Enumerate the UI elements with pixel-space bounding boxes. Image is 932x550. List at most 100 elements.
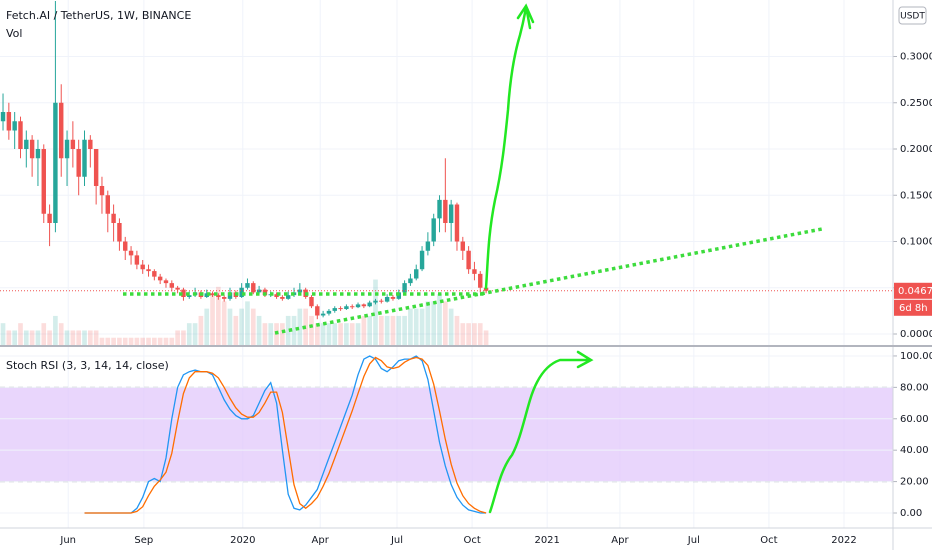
candle-body <box>448 204 454 224</box>
volume-bar <box>419 308 425 345</box>
volume-bar <box>157 337 163 345</box>
candle-body <box>408 278 413 284</box>
volume-bar <box>146 337 151 345</box>
volume-bar <box>82 330 87 345</box>
volume-bar <box>367 315 373 345</box>
volume-bar <box>309 315 314 345</box>
candle-body <box>18 121 23 150</box>
volume-bar <box>41 323 47 345</box>
candle-body <box>216 295 221 297</box>
candle-body <box>99 186 105 196</box>
candle-body <box>59 102 64 159</box>
volume-bar <box>93 330 99 345</box>
volume-bar <box>29 330 35 345</box>
candle-body <box>76 149 81 177</box>
trend-line <box>274 227 823 335</box>
x-tick-label: Jul <box>390 535 403 546</box>
volume-bar <box>175 330 180 345</box>
candle-body <box>53 102 58 224</box>
volume-bar <box>210 294 215 345</box>
x-tick-label: Jul <box>687 535 700 546</box>
currency-box[interactable] <box>898 6 927 25</box>
candle-body <box>338 308 343 310</box>
candle-body <box>105 195 110 214</box>
countdown: 6d 8h <box>899 303 928 314</box>
candle-body <box>24 139 29 150</box>
volume-bar <box>140 337 146 345</box>
volume-bar <box>250 308 256 345</box>
candle-body <box>82 139 87 177</box>
currency: USDT <box>900 12 925 22</box>
volume-bar <box>280 323 285 345</box>
volume-bar <box>285 315 291 345</box>
volume-bar <box>233 315 239 345</box>
x-tick-label: Sep <box>134 535 153 546</box>
volume-bar <box>349 323 355 345</box>
candle-body <box>437 199 442 219</box>
volume-bar <box>198 315 204 345</box>
volume-bar <box>448 308 454 345</box>
volume-bar <box>152 337 157 345</box>
volume-bar <box>35 330 41 345</box>
candle-body <box>239 287 244 297</box>
volume-bar <box>483 330 489 345</box>
volume-bar <box>18 323 23 345</box>
candle-body <box>326 310 332 314</box>
candle-body <box>6 112 12 131</box>
candle-body <box>181 289 186 297</box>
volume-bar <box>297 308 303 345</box>
candle-body <box>169 283 175 288</box>
volume-bar <box>431 301 437 345</box>
candle-body <box>315 306 320 316</box>
volume-bar <box>245 301 250 345</box>
volume-bar <box>332 323 338 345</box>
volume-bar <box>344 323 349 345</box>
candle-body <box>111 213 116 224</box>
volume-bar <box>378 315 384 345</box>
volume-bar <box>105 337 111 345</box>
candle-body <box>483 287 489 291</box>
candle-body <box>285 295 291 299</box>
volume-bar <box>0 323 6 345</box>
countdown-box <box>894 299 932 316</box>
x-tick-label: 2020 <box>230 535 255 546</box>
candle-body <box>251 283 256 293</box>
volume-bar <box>443 301 448 345</box>
volume-bar <box>437 294 442 345</box>
candle-body <box>425 241 431 251</box>
volume-bar <box>169 337 175 345</box>
candle-body <box>41 149 46 214</box>
candle-body <box>12 121 17 131</box>
price-arrow <box>484 3 535 290</box>
candle-body <box>419 250 425 270</box>
indicator-title: Stoch RSI (3, 3, 14, 14, close) <box>6 359 169 372</box>
candle-body <box>350 306 355 308</box>
y-tick-label: 20.00 <box>900 477 929 488</box>
candle-body <box>117 223 122 242</box>
candle-body <box>454 204 460 242</box>
candle-body <box>163 280 169 284</box>
candle-body <box>320 313 326 316</box>
volume-bar <box>361 315 367 345</box>
candle-body <box>379 300 384 302</box>
volume-bar <box>373 279 378 345</box>
volume-bar <box>239 308 244 345</box>
volume-bar <box>87 330 93 345</box>
volume-bar <box>256 315 262 345</box>
candle-body <box>140 264 145 270</box>
volume-bar <box>291 315 297 345</box>
candle-body <box>431 218 436 242</box>
volume-bar <box>192 323 198 345</box>
volume-bar <box>390 315 396 345</box>
volume-bar <box>402 315 407 345</box>
x-tick-label: Apr <box>611 535 629 546</box>
candle-body <box>0 112 6 122</box>
last-price-box <box>894 282 932 299</box>
y-tick-label: 40.00 <box>900 445 929 456</box>
candle-body <box>221 296 227 299</box>
